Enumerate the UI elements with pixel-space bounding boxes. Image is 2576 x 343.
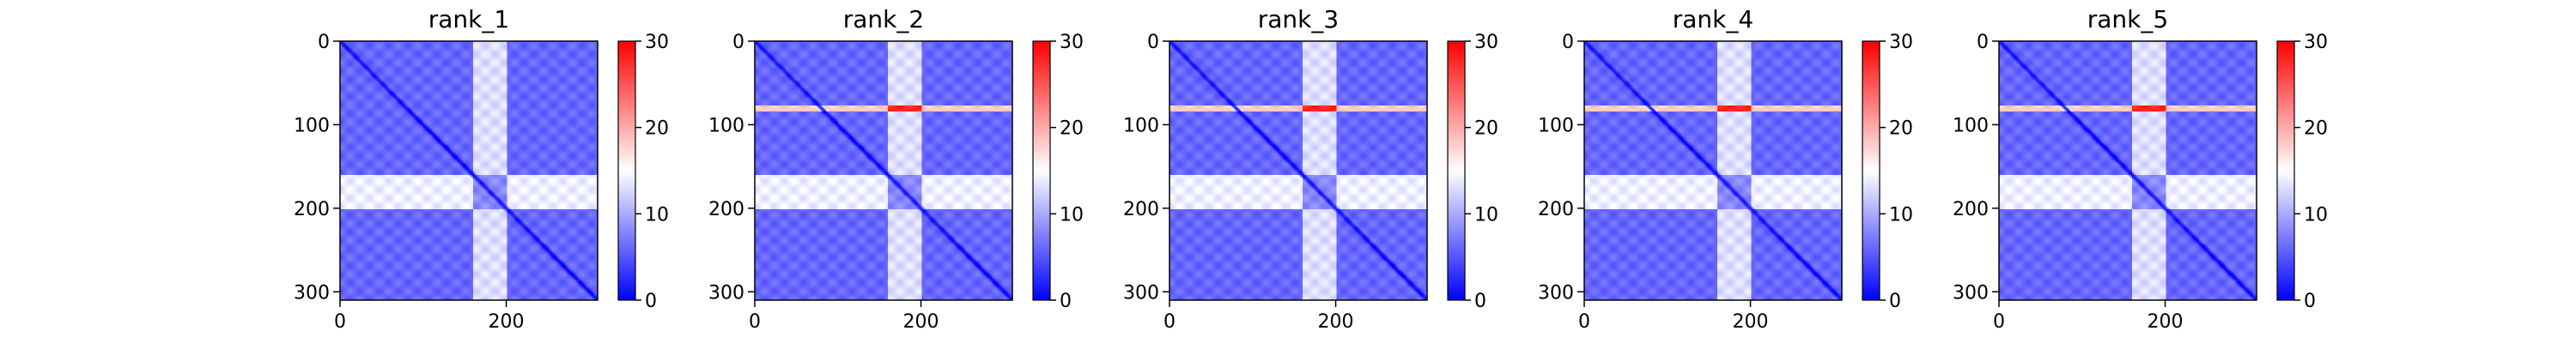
panel-title: rank_3: [1258, 5, 1339, 33]
colorbar-tick-label: 0: [2304, 291, 2316, 312]
y-tick-label: 100: [1123, 115, 1159, 136]
colorbar-tick-label: 30: [1889, 32, 1913, 53]
heatmap-frame: [1998, 40, 2257, 301]
colorbar-tick-label: 20: [2304, 118, 2328, 140]
y-tick-label: 200: [708, 199, 744, 220]
y-tick-label: 200: [294, 199, 330, 220]
colorbar-tick-label: 0: [1474, 291, 1486, 312]
y-tick-label: 300: [1538, 282, 1574, 304]
y-tick-label: 0: [1147, 32, 1159, 53]
colorbar-tick-label: 0: [1060, 291, 1072, 312]
colorbar: [1032, 40, 1051, 301]
x-tick-label: 200: [1318, 311, 1354, 333]
heatmap-image: [1170, 41, 1427, 300]
colorbar-tick-label: 10: [1889, 204, 1913, 226]
colorbar-tick-label: 10: [1474, 204, 1498, 226]
heatmap-frame: [339, 40, 598, 301]
y-tick-label: 100: [1953, 115, 1989, 136]
y-tick-label: 100: [1538, 115, 1574, 136]
heatmap-frame: [1583, 40, 1843, 301]
heatmap-image: [755, 41, 1012, 300]
y-tick-label: 200: [1953, 199, 1989, 220]
x-tick-label: 0: [1578, 311, 1590, 333]
colorbar-tick-label: 30: [645, 32, 669, 53]
panel-title: rank_5: [2087, 5, 2168, 33]
x-tick-label: 0: [1163, 311, 1176, 333]
colorbar-tick-label: 10: [2304, 204, 2328, 226]
colorbar-tick-label: 10: [1060, 204, 1084, 226]
colorbar-tick-label: 30: [1474, 32, 1498, 53]
y-tick-label: 200: [1123, 199, 1159, 220]
colorbar-tick-label: 10: [645, 204, 669, 226]
x-tick-label: 0: [334, 311, 346, 333]
colorbar-tick-label: 0: [645, 291, 657, 312]
x-tick-label: 200: [903, 311, 939, 333]
panel-title: rank_4: [1673, 5, 1753, 33]
heatmap-image: [1999, 41, 2257, 300]
colorbar-tick-label: 30: [2304, 32, 2328, 53]
heatmap-image: [340, 41, 598, 300]
y-tick-label: 0: [1977, 32, 1989, 53]
x-tick-label: 0: [749, 311, 761, 333]
y-tick-label: 100: [294, 115, 330, 136]
x-tick-label: 200: [2148, 311, 2184, 333]
colorbar-tick-label: 20: [1474, 118, 1498, 140]
heatmap-frame: [1169, 40, 1428, 301]
x-tick-label: 200: [1733, 311, 1769, 333]
x-tick-label: 200: [489, 311, 525, 333]
colorbar-tick-label: 30: [1060, 32, 1084, 53]
colorbar: [1862, 40, 1880, 301]
y-tick-label: 300: [708, 282, 744, 304]
y-tick-label: 100: [708, 115, 744, 136]
y-tick-label: 300: [294, 282, 330, 304]
colorbar: [2276, 40, 2295, 301]
heatmap-image: [1584, 41, 1842, 300]
y-tick-label: 0: [1562, 32, 1574, 53]
colorbar: [1447, 40, 1466, 301]
x-tick-label: 0: [1993, 311, 2005, 333]
y-tick-label: 0: [318, 32, 330, 53]
colorbar: [617, 40, 636, 301]
y-tick-label: 300: [1123, 282, 1159, 304]
colorbar-tick-label: 20: [1060, 118, 1084, 140]
panel-title: rank_1: [428, 5, 509, 33]
colorbar-tick-label: 0: [1889, 291, 1901, 312]
y-tick-label: 0: [732, 32, 744, 53]
heatmap-frame: [754, 40, 1013, 301]
panel-title: rank_2: [843, 5, 924, 33]
colorbar-tick-label: 20: [645, 118, 669, 140]
y-tick-label: 300: [1953, 282, 1989, 304]
y-tick-label: 200: [1538, 199, 1574, 220]
colorbar-tick-label: 20: [1889, 118, 1913, 140]
